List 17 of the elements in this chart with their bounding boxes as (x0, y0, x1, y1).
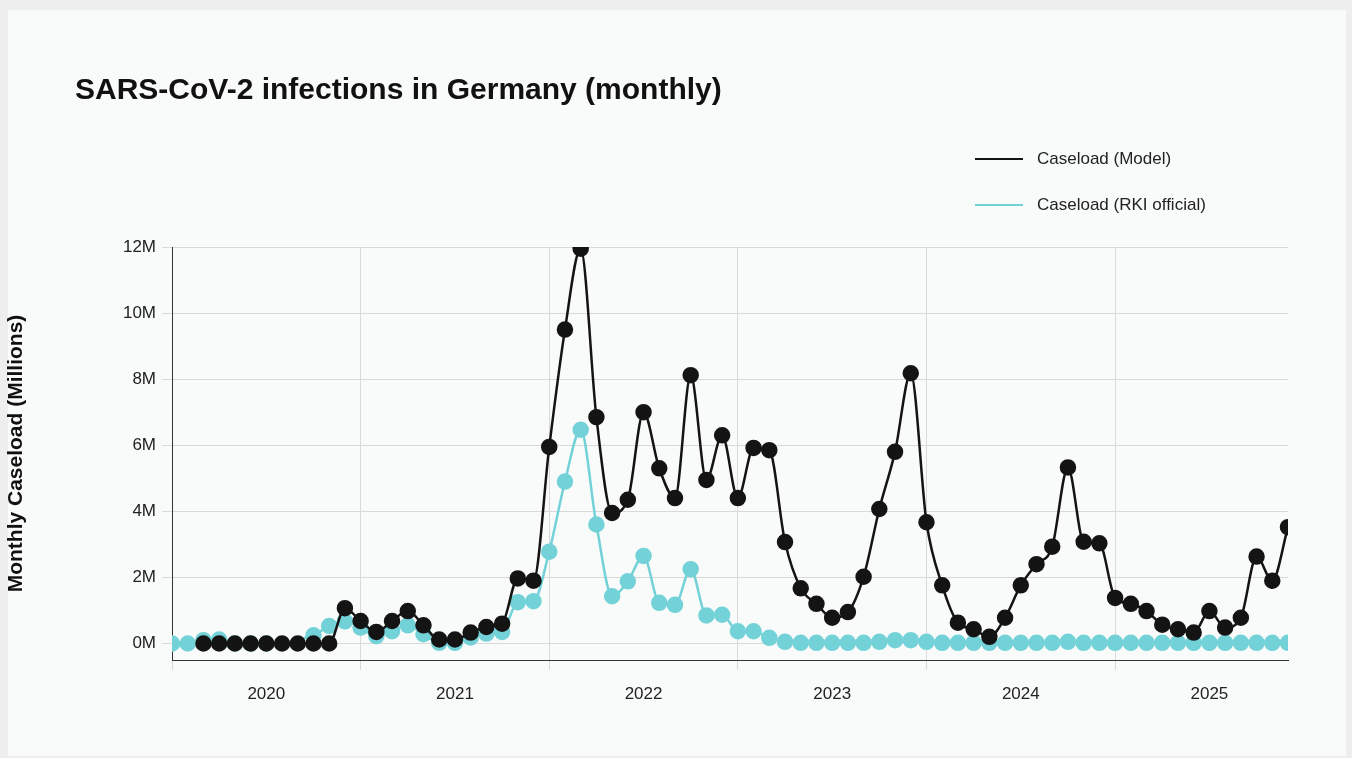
x-tick-label: 2020 (247, 683, 286, 703)
x-tick-label: 2023 (813, 683, 852, 703)
x-tick-label: 2021 (436, 683, 474, 703)
x-tick-label: 2024 (1001, 683, 1040, 703)
y-tick-label: 10M (122, 302, 156, 322)
y-tick-label: 4M (132, 501, 156, 521)
legend-label: Caseload (RKI official) (1037, 195, 1206, 215)
y-tick-label: 8M (132, 368, 156, 388)
y-axis-title: Monthly Caseload (Millions) (3, 314, 27, 593)
legend-label: Caseload (Model) (1037, 149, 1172, 169)
x-tick-label: 2022 (624, 683, 663, 703)
y-tick-label: 6M (132, 434, 156, 454)
y-tick-label: 2M (132, 567, 156, 587)
chart-title: SARS-CoV-2 infections in Germany (monthly) (75, 72, 722, 106)
y-tick-label: 0M (132, 633, 156, 653)
x-tick-label: 2025 (1190, 683, 1229, 703)
y-tick-label: 12M (122, 236, 156, 256)
